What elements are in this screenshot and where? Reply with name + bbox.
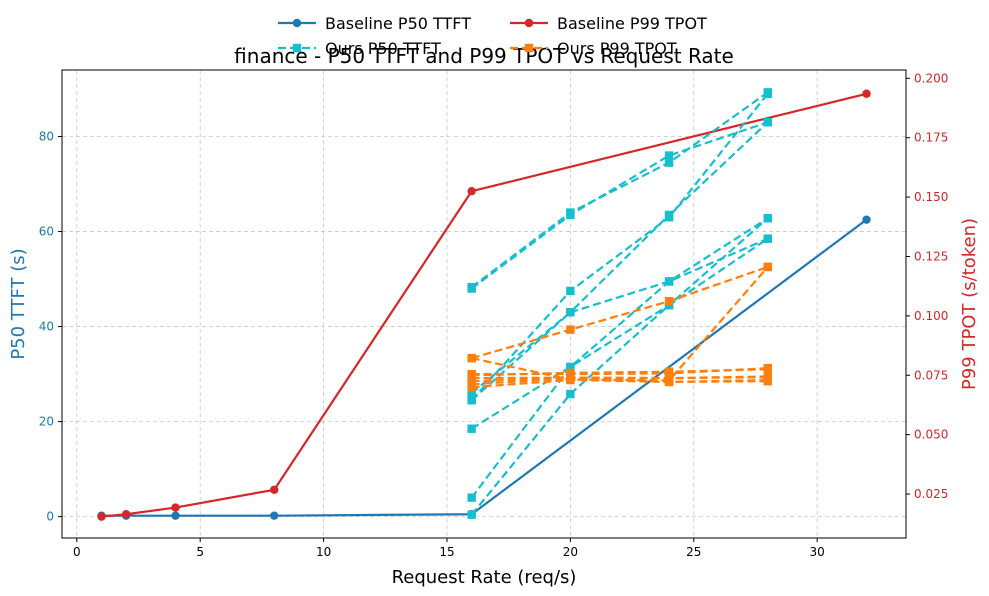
y-right-tick-label: 0.125 (914, 249, 948, 263)
y-right-tick-label: 0.025 (914, 487, 948, 501)
y-right-tick-label: 0.050 (914, 428, 948, 442)
x-tick-label: 15 (439, 545, 454, 559)
y-left-tick-label: 60 (39, 225, 54, 239)
x-axis-label: Request Rate (req/s) (392, 567, 577, 588)
data-point (270, 485, 279, 494)
data-point (566, 375, 575, 385)
data-point (566, 325, 575, 334)
y-left-tick-label: 0 (46, 510, 54, 524)
data-point (467, 388, 476, 398)
series-line (470, 217, 769, 499)
data-point (763, 234, 773, 243)
series-10 (467, 262, 773, 363)
axes: 0 5 10 15 20 25 30 0 20 40 60 80 0.025 0.050 0.075 0.10… (39, 71, 949, 559)
series-line (471, 121, 769, 290)
legend-label: Baseline P99 TPOT (557, 14, 707, 33)
data-point (121, 510, 131, 519)
series-line (101, 218, 868, 517)
legend-marker (292, 18, 302, 28)
legend-entry: Ours P99 TPOT (510, 39, 677, 58)
data-point (763, 377, 773, 386)
data-point (467, 493, 476, 502)
legend: Baseline P50 TTFT Baseline P99 TPOT Ours P… (278, 14, 707, 58)
series-line (471, 265, 769, 360)
legend-label: Ours P50 TTFT (325, 39, 441, 58)
data-point (664, 151, 674, 160)
data-point (763, 262, 773, 272)
series-line (470, 237, 769, 402)
legend-label: Ours P99 TPOT (557, 39, 677, 58)
legend-label: Baseline P50 TTFT (325, 14, 471, 33)
data-point (763, 214, 773, 223)
y-left-tick-label: 80 (39, 130, 54, 144)
data-point (467, 510, 476, 519)
series-line (470, 237, 769, 516)
legend-marker (524, 18, 534, 28)
series-line (470, 121, 769, 394)
series-17 (467, 375, 773, 392)
chart-title: finance - P50 TTFT and P99 TPOT vs Reque… (234, 44, 734, 68)
legend-marker (524, 43, 534, 53)
series-line (471, 368, 768, 377)
data-point (566, 308, 575, 317)
series-layer (97, 88, 871, 521)
legend-entry: Baseline P99 TPOT (510, 14, 707, 33)
data-point (467, 353, 476, 363)
x-tick-label: 20 (563, 545, 578, 559)
series-1 (97, 89, 871, 521)
y-left-tick-label: 20 (39, 415, 54, 429)
series-line (470, 93, 769, 401)
legend-entry: Ours P50 TTFT (278, 39, 441, 58)
data-point (566, 362, 575, 372)
x-tick-label: 5 (196, 545, 204, 559)
data-point (171, 511, 180, 520)
y-right-tick-label: 0.150 (914, 190, 948, 204)
x-tick-label: 25 (686, 545, 701, 559)
data-point (467, 284, 476, 293)
grid (62, 70, 906, 538)
legend-marker (292, 43, 302, 53)
series-line (471, 378, 768, 389)
data-point (664, 367, 674, 376)
y-right-tick-label: 0.075 (914, 368, 948, 382)
y-axis-right-label: P99 TPOT (s/token) (959, 218, 980, 390)
data-point (171, 503, 180, 512)
y-axis-left-label: P50 TTFT (s) (8, 248, 29, 359)
data-point (467, 424, 476, 433)
data-point (97, 512, 106, 521)
legend-entry: Baseline P50 TTFT (278, 14, 471, 33)
data-point (467, 382, 476, 392)
data-point (862, 89, 871, 98)
series-line (470, 91, 769, 289)
data-point (270, 511, 279, 520)
data-point (566, 368, 575, 378)
data-point (467, 186, 476, 196)
y-right-tick-label: 0.200 (914, 71, 948, 85)
series-line (471, 217, 769, 430)
series-2 (467, 88, 773, 292)
data-point (664, 377, 674, 387)
series-line (471, 376, 768, 383)
data-point (566, 389, 575, 399)
y-left-tick-label: 40 (39, 320, 54, 334)
data-point (664, 277, 674, 286)
data-point (566, 210, 575, 220)
data-point (763, 118, 773, 127)
x-tick-label: 10 (316, 545, 331, 559)
x-tick-label: 30 (810, 545, 825, 559)
y-right-tick-label: 0.100 (914, 309, 948, 323)
data-point (862, 215, 871, 224)
data-point (566, 286, 575, 296)
data-point (664, 210, 674, 220)
series-0 (97, 215, 871, 520)
data-point (664, 158, 674, 167)
data-point (763, 89, 773, 98)
data-point (467, 396, 476, 405)
y-right-tick-label: 0.175 (914, 131, 948, 145)
x-tick-label: 0 (73, 545, 81, 559)
plot-frame (61, 69, 907, 539)
data-point (664, 296, 674, 306)
data-point (763, 365, 773, 374)
